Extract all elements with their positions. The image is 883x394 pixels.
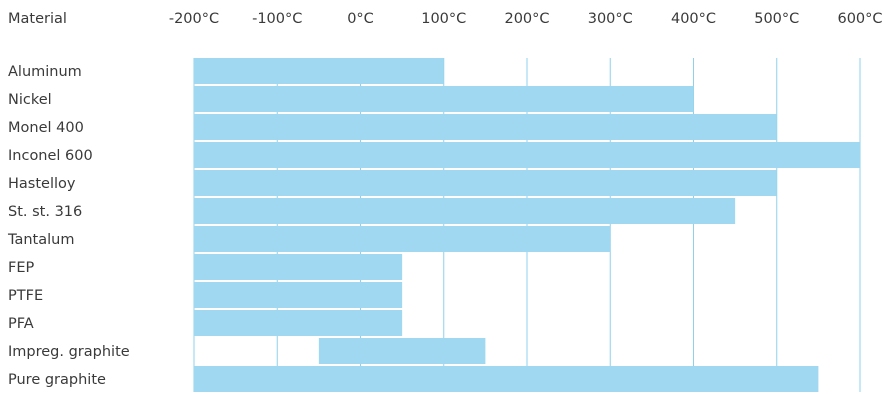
x-tick-label: 500°C xyxy=(754,11,799,27)
category-label: PTFE xyxy=(8,288,43,304)
bar xyxy=(194,366,819,392)
category-label: PFA xyxy=(8,316,34,332)
x-tick-label: 0°C xyxy=(347,11,374,27)
category-label: Impreg. graphite xyxy=(8,344,130,360)
category-label: Aluminum xyxy=(8,64,82,80)
bar xyxy=(194,310,403,336)
bar xyxy=(194,86,694,112)
category-label: St. st. 316 xyxy=(8,204,82,220)
category-label: Tantalum xyxy=(7,232,74,248)
x-tick-label: -200°C xyxy=(169,11,219,27)
category-label: Nickel xyxy=(8,92,52,108)
bar xyxy=(194,282,403,308)
category-header: Material xyxy=(8,11,67,27)
bar xyxy=(194,142,860,168)
bar xyxy=(194,254,403,280)
category-label: Pure graphite xyxy=(8,372,106,388)
bar xyxy=(318,338,486,364)
bar xyxy=(194,198,736,224)
category-label: Hastelloy xyxy=(8,176,76,192)
x-tick-label: 100°C xyxy=(421,11,466,27)
x-tick-labels: -200°C -100°C 0°C 100°C 200°C 300°C 400°C 500°C… xyxy=(169,11,883,27)
x-tick-label: 200°C xyxy=(504,11,549,27)
grid-lines xyxy=(193,58,861,392)
category-label: Inconel 600 xyxy=(8,148,93,164)
bar xyxy=(194,114,777,140)
category-label: Monel 400 xyxy=(8,120,84,136)
category-label: FEP xyxy=(8,260,35,276)
bar xyxy=(194,226,611,252)
x-tick-label: -100°C xyxy=(252,11,302,27)
x-tick-label: 300°C xyxy=(588,11,633,27)
category-labels: Aluminum Nickel Monel 400 Inconel 600 Hastel… xyxy=(7,64,130,388)
bar xyxy=(194,58,444,84)
bar xyxy=(194,170,777,196)
bar-group xyxy=(194,58,860,392)
x-tick-label: 600°C xyxy=(837,11,882,27)
x-tick-label: 400°C xyxy=(671,11,716,27)
